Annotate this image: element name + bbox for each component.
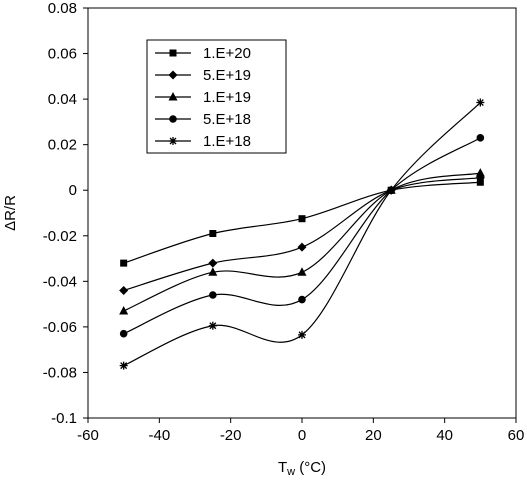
legend-marker bbox=[168, 92, 178, 101]
data-point-marker bbox=[476, 178, 484, 186]
y-tick-label: -0.08 bbox=[43, 364, 77, 381]
legend-entry: 5.E+18 bbox=[155, 111, 251, 128]
data-point-marker bbox=[119, 285, 129, 295]
y-tick-label: 0.06 bbox=[48, 46, 77, 63]
data-point-marker bbox=[119, 361, 128, 370]
legend-entry: 1.E+19 bbox=[155, 89, 251, 106]
x-tick-label: -20 bbox=[220, 427, 242, 444]
x-tick-label: 20 bbox=[365, 427, 382, 444]
ticks-layer: -60 -40 -20 0 20 40 60 -0.1 -0.08 -0.06 -0.04 -0.02… bbox=[43, 0, 525, 444]
data-point-marker bbox=[209, 291, 217, 299]
x-tick-label: 60 bbox=[508, 427, 525, 444]
data-point-marker bbox=[297, 242, 307, 252]
series-5 bbox=[119, 98, 485, 370]
series-line bbox=[123, 172, 481, 312]
data-point-marker bbox=[297, 267, 307, 276]
legend-entry: 1.E+20 bbox=[155, 45, 251, 62]
legend-marker bbox=[169, 115, 177, 123]
data-point-marker bbox=[298, 215, 306, 223]
legend-label: 1.E+19 bbox=[203, 89, 251, 106]
data-point-marker bbox=[476, 134, 485, 142]
y-tick-label: -0.1 bbox=[51, 410, 77, 427]
y-tick-label: -0.04 bbox=[43, 273, 77, 290]
x-axis-title-subscript: w bbox=[286, 466, 295, 478]
series-layer bbox=[119, 98, 485, 370]
y-axis-title: ΔR/R bbox=[2, 195, 19, 231]
series-3 bbox=[119, 168, 485, 315]
data-point-marker bbox=[119, 305, 129, 315]
series-line bbox=[123, 102, 481, 367]
legend: 1.E+20 5.E+19 1.E+19 5.E+18 1.E+18 bbox=[146, 39, 287, 154]
data-point-marker bbox=[209, 230, 217, 237]
legend-label: 1.E+18 bbox=[203, 133, 251, 150]
x-tick-label: 40 bbox=[436, 427, 453, 444]
series-line bbox=[123, 137, 481, 335]
data-point-marker bbox=[387, 186, 396, 195]
legend-entry: 1.E+18 bbox=[155, 133, 251, 150]
legend-marker bbox=[169, 49, 177, 57]
data-point-marker bbox=[120, 259, 128, 267]
y-tick-label: 0 bbox=[69, 182, 77, 199]
data-point-marker bbox=[298, 295, 306, 304]
data-point-marker bbox=[208, 321, 217, 330]
series-1 bbox=[120, 178, 484, 267]
legend-marker bbox=[168, 70, 178, 80]
x-axis-title-main: T bbox=[278, 459, 287, 476]
legend-label: 1.E+20 bbox=[203, 45, 251, 62]
y-tick-label: 0.08 bbox=[48, 0, 77, 17]
data-point-marker bbox=[119, 329, 128, 338]
data-point-marker bbox=[208, 267, 218, 276]
x-axis-title: Tw (°C) bbox=[278, 459, 326, 478]
legend-marker bbox=[169, 137, 177, 145]
series-4 bbox=[119, 134, 485, 338]
data-point-marker bbox=[208, 258, 218, 268]
x-axis-title-unit: (°C) bbox=[295, 459, 326, 476]
x-tick-label: -60 bbox=[77, 427, 99, 444]
y-tick-label: 0.02 bbox=[48, 137, 77, 154]
legend-label: 5.E+19 bbox=[203, 67, 251, 84]
legend-label: 5.E+18 bbox=[203, 111, 251, 128]
data-point-marker bbox=[298, 330, 306, 339]
x-tick-label: -40 bbox=[148, 427, 170, 444]
y-tick-label: -0.02 bbox=[43, 228, 77, 245]
y-tick-label: -0.06 bbox=[43, 319, 77, 336]
legend-entry: 5.E+19 bbox=[155, 67, 251, 84]
x-tick-label: 0 bbox=[298, 427, 306, 444]
data-point-marker bbox=[476, 98, 485, 107]
data-point-marker bbox=[475, 168, 485, 177]
y-tick-label: 0.04 bbox=[48, 91, 77, 108]
series-2 bbox=[119, 173, 485, 295]
